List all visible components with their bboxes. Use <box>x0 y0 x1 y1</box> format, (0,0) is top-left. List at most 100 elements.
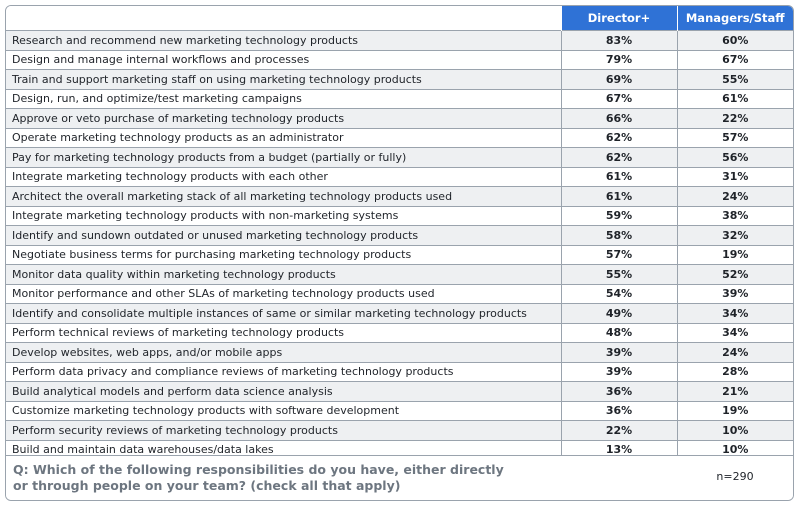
table-row: Build and maintain data warehouses/data … <box>6 439 793 459</box>
director-value: 61% <box>560 166 677 187</box>
survey-question-line-1: Q: Which of the following responsibiliti… <box>13 462 504 477</box>
director-value: 49% <box>560 303 677 323</box>
row-label: Identify and consolidate multiple instan… <box>6 303 561 323</box>
managers-value: 34% <box>676 322 793 343</box>
managers-value: 34% <box>676 303 793 323</box>
director-value: 62% <box>560 147 677 167</box>
managers-value: 28% <box>676 361 793 382</box>
director-value: 58% <box>560 225 677 245</box>
table-row: Operate marketing technology products as… <box>6 127 793 148</box>
managers-value: 55% <box>676 69 793 89</box>
table-row: Perform security reviews of marketing te… <box>6 420 793 440</box>
director-value: 36% <box>560 381 677 401</box>
director-value: 61% <box>560 186 677 206</box>
row-label: Build analytical models and perform data… <box>6 381 561 401</box>
director-value: 59% <box>560 205 677 226</box>
row-label: Develop websites, web apps, and/or mobil… <box>6 342 561 362</box>
table-row: Build analytical models and perform data… <box>6 381 793 401</box>
director-value: 13% <box>560 439 677 459</box>
row-label: Design, run, and optimize/test marketing… <box>6 88 561 109</box>
row-label: Integrate marketing technology products … <box>6 166 561 187</box>
row-label: Negotiate business terms for purchasing … <box>6 244 561 265</box>
managers-value: 24% <box>676 342 793 362</box>
managers-value: 67% <box>676 49 793 70</box>
row-label: Train and support marketing staff on usi… <box>6 69 561 89</box>
table-body: Research and recommend new marketing tec… <box>6 30 793 459</box>
row-label: Research and recommend new marketing tec… <box>6 30 561 50</box>
row-label: Design and manage internal workflows and… <box>6 49 561 70</box>
managers-value: 57% <box>676 127 793 148</box>
table-row: Monitor performance and other SLAs of ma… <box>6 283 793 304</box>
table-row: Identify and sundown outdated or unused … <box>6 225 793 245</box>
managers-value: 24% <box>676 186 793 206</box>
director-value: 39% <box>560 342 677 362</box>
managers-value: 10% <box>676 420 793 440</box>
director-value: 69% <box>560 69 677 89</box>
director-value: 36% <box>560 400 677 421</box>
director-value: 67% <box>560 88 677 109</box>
managers-value: 32% <box>676 225 793 245</box>
row-label: Perform security reviews of marketing te… <box>6 420 561 440</box>
managers-value: 39% <box>676 283 793 304</box>
responsibilities-table-frame: Director+ Managers/Staff Research and re… <box>5 5 794 501</box>
row-label: Build and maintain data warehouses/data … <box>6 439 561 459</box>
managers-value: 10% <box>676 439 793 459</box>
table-row: Train and support marketing staff on usi… <box>6 69 793 89</box>
managers-value: 60% <box>676 30 793 50</box>
table-row: Approve or veto purchase of marketing te… <box>6 108 793 128</box>
director-value: 79% <box>560 49 677 70</box>
table-row: Design, run, and optimize/test marketing… <box>6 88 793 109</box>
director-value: 48% <box>560 322 677 343</box>
director-value: 39% <box>560 361 677 382</box>
managers-value: 31% <box>676 166 793 187</box>
managers-value: 19% <box>676 244 793 265</box>
table-row: Integrate marketing technology products … <box>6 205 793 226</box>
table-row: Perform data privacy and compliance revi… <box>6 361 793 382</box>
sample-size: n=290 <box>716 470 754 483</box>
survey-question-line-2: or through people on your team? (check a… <box>13 478 401 493</box>
director-value: 83% <box>560 30 677 50</box>
managers-value: 21% <box>676 381 793 401</box>
table-row: Monitor data quality within marketing te… <box>6 264 793 284</box>
header-blank <box>6 6 561 31</box>
row-label: Operate marketing technology products as… <box>6 127 561 148</box>
row-label: Pay for marketing technology products fr… <box>6 147 561 167</box>
managers-value: 38% <box>676 205 793 226</box>
table-row: Negotiate business terms for purchasing … <box>6 244 793 265</box>
row-label: Architect the overall marketing stack of… <box>6 186 561 206</box>
table-row: Customize marketing technology products … <box>6 400 793 421</box>
survey-question: Q: Which of the following responsibiliti… <box>13 462 533 494</box>
table-row: Design and manage internal workflows and… <box>6 49 793 70</box>
director-value: 55% <box>560 264 677 284</box>
row-label: Integrate marketing technology products … <box>6 205 561 226</box>
table-footer: Q: Which of the following responsibiliti… <box>6 455 793 500</box>
table-row: Architect the overall marketing stack of… <box>6 186 793 206</box>
row-label: Perform technical reviews of marketing t… <box>6 322 561 343</box>
managers-value: 56% <box>676 147 793 167</box>
table-row: Integrate marketing technology products … <box>6 166 793 187</box>
row-label: Monitor data quality within marketing te… <box>6 264 561 284</box>
row-label: Identify and sundown outdated or unused … <box>6 225 561 245</box>
director-value: 62% <box>560 127 677 148</box>
director-value: 57% <box>560 244 677 265</box>
director-value: 22% <box>560 420 677 440</box>
header-managers: Managers/Staff <box>676 6 793 31</box>
responsibilities-table: Director+ Managers/Staff Research and re… <box>6 6 793 459</box>
row-label: Perform data privacy and compliance revi… <box>6 361 561 382</box>
managers-value: 19% <box>676 400 793 421</box>
table-row: Pay for marketing technology products fr… <box>6 147 793 167</box>
table-row: Identify and consolidate multiple instan… <box>6 303 793 323</box>
table-row: Perform technical reviews of marketing t… <box>6 322 793 343</box>
header-row: Director+ Managers/Staff <box>6 6 793 31</box>
row-label: Monitor performance and other SLAs of ma… <box>6 283 561 304</box>
managers-value: 61% <box>676 88 793 109</box>
table-row: Develop websites, web apps, and/or mobil… <box>6 342 793 362</box>
managers-value: 22% <box>676 108 793 128</box>
row-label: Customize marketing technology products … <box>6 400 561 421</box>
director-value: 66% <box>560 108 677 128</box>
header-director: Director+ <box>560 6 677 31</box>
director-value: 54% <box>560 283 677 304</box>
row-label: Approve or veto purchase of marketing te… <box>6 108 561 128</box>
table-row: Research and recommend new marketing tec… <box>6 30 793 50</box>
managers-value: 52% <box>676 264 793 284</box>
